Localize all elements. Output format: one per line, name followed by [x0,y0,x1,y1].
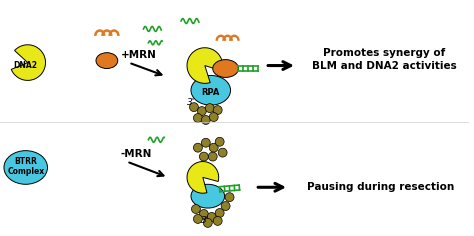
Text: BLM and DNA2 activities: BLM and DNA2 activities [311,61,456,71]
Circle shape [193,143,202,152]
Text: Pausing during resection: Pausing during resection [307,182,455,192]
Circle shape [218,148,227,157]
Circle shape [201,138,210,147]
Text: 3': 3' [201,216,209,225]
Ellipse shape [191,184,225,208]
Text: RPA: RPA [201,88,220,97]
Text: BTRR
Complex: BTRR Complex [7,157,44,176]
Circle shape [200,152,208,161]
Wedge shape [11,45,46,80]
Wedge shape [187,48,223,83]
Circle shape [203,219,212,227]
Circle shape [190,103,199,112]
Circle shape [215,209,224,217]
Circle shape [210,143,218,152]
Ellipse shape [96,53,118,68]
Ellipse shape [4,151,47,184]
Circle shape [191,205,201,214]
Circle shape [197,107,206,116]
Circle shape [200,210,208,219]
Circle shape [213,216,222,225]
Circle shape [210,113,218,122]
Circle shape [207,212,216,221]
Text: -MRN: -MRN [121,149,152,159]
Text: 3': 3' [187,98,195,107]
Circle shape [208,152,217,161]
Circle shape [213,106,222,114]
Text: Promotes synergy of: Promotes synergy of [323,48,445,58]
Ellipse shape [213,60,238,77]
Wedge shape [187,161,219,193]
Text: +MRN: +MRN [120,50,156,60]
Circle shape [201,116,210,124]
Circle shape [205,104,214,113]
Ellipse shape [191,76,230,105]
Circle shape [221,202,230,211]
Circle shape [225,193,234,202]
Circle shape [215,137,224,146]
Circle shape [193,114,202,122]
Circle shape [193,215,202,223]
Text: DNA2: DNA2 [14,61,38,70]
